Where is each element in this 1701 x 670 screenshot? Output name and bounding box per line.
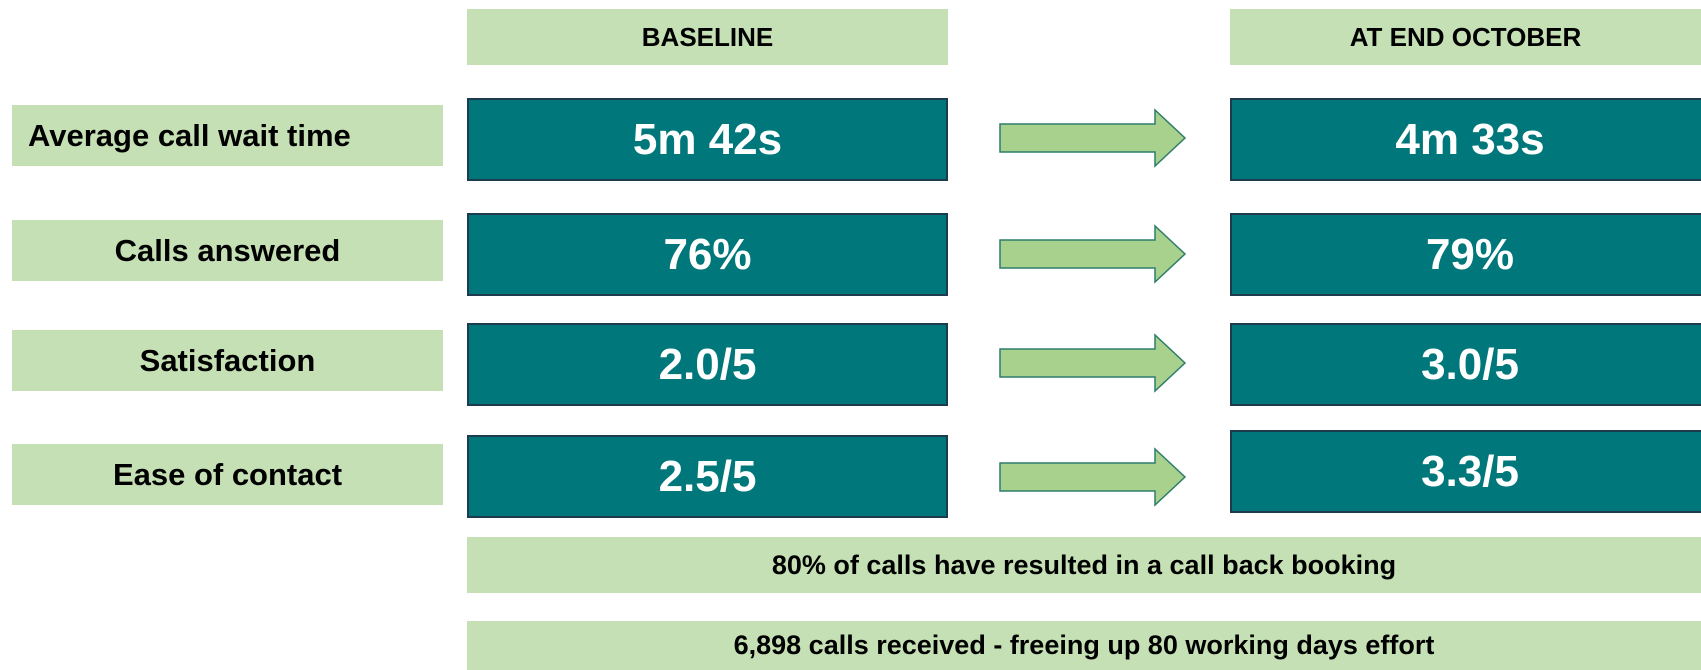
arrow-shape	[999, 108, 1187, 168]
arrow-shape	[999, 333, 1187, 393]
end-october-value: 79%	[1230, 213, 1701, 296]
row-label: Calls answered	[12, 220, 443, 281]
end-october-value: 3.3/5	[1230, 430, 1701, 513]
baseline-value: 76%	[467, 213, 948, 296]
row-label: Average call wait time	[12, 105, 443, 166]
arrow	[999, 447, 1187, 507]
arrow	[999, 108, 1187, 168]
end-october-header: AT END OCTOBER	[1230, 9, 1701, 65]
note-bar: 80% of calls have resulted in a call bac…	[467, 537, 1701, 593]
arrow	[999, 224, 1187, 284]
row-label: Ease of contact	[12, 444, 443, 505]
row-label: Satisfaction	[12, 330, 443, 391]
end-october-value: 3.0/5	[1230, 323, 1701, 406]
baseline-value: 2.5/5	[467, 435, 948, 518]
arrow-shape	[999, 447, 1187, 507]
note-bar: 6,898 calls received - freeing up 80 wor…	[467, 621, 1701, 670]
arrow	[999, 333, 1187, 393]
baseline-value: 2.0/5	[467, 323, 948, 406]
arrow-shape	[999, 224, 1187, 284]
baseline-header: BASELINE	[467, 9, 948, 65]
end-october-value: 4m 33s	[1230, 98, 1701, 181]
baseline-value: 5m 42s	[467, 98, 948, 181]
